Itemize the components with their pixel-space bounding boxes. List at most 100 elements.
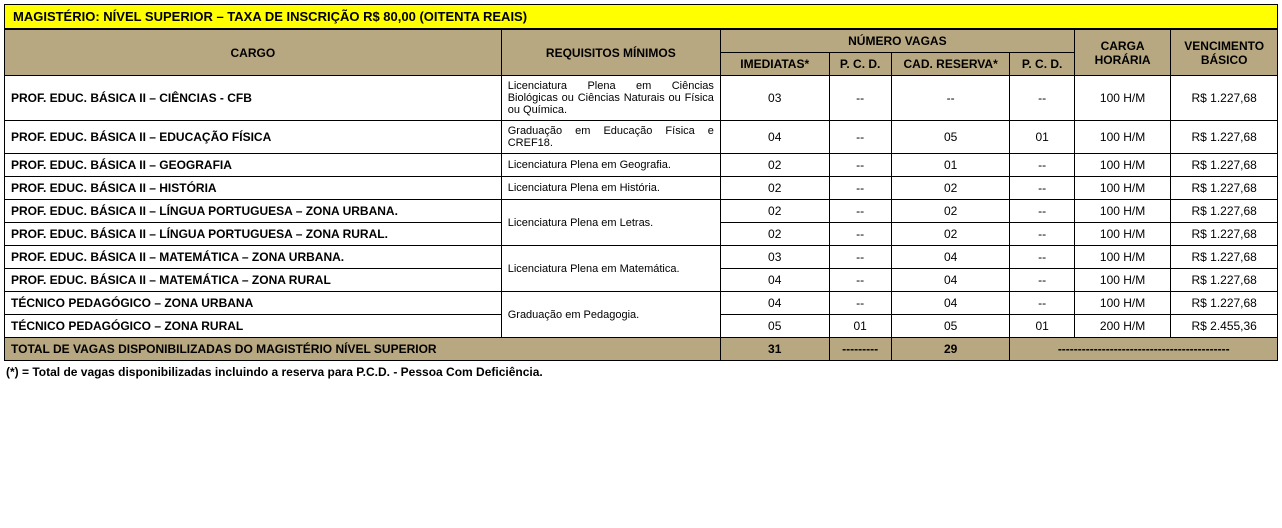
th-imediatas: IMEDIATAS* xyxy=(720,53,829,76)
banner-title: MAGISTÉRIO: NÍVEL SUPERIOR – TAXA DE INS… xyxy=(4,4,1278,29)
cell-vb: R$ 1.227,68 xyxy=(1171,269,1278,292)
cell-imed: 04 xyxy=(720,121,829,154)
cell-vb: R$ 1.227,68 xyxy=(1171,292,1278,315)
cell-cargo: TÉCNICO PEDAGÓGICO – ZONA URBANA xyxy=(5,292,502,315)
cell-pcd2: -- xyxy=(1010,246,1074,269)
cell-cargo: PROF. EDUC. BÁSICA II – LÍNGUA PORTUGUES… xyxy=(5,223,502,246)
th-pcd2: P. C. D. xyxy=(1010,53,1074,76)
cell-requisitos: Licenciatura Plena em História. xyxy=(501,177,720,200)
vagas-table: CARGO REQUISITOS MÍNIMOS NÚMERO VAGAS CA… xyxy=(4,29,1278,361)
cell-imed: 05 xyxy=(720,315,829,338)
cell-total-rest: ----------------------------------------… xyxy=(1010,338,1278,361)
cell-pcd1: -- xyxy=(829,121,891,154)
table-row: PROF. EDUC. BÁSICA II – CIÊNCIAS - CFBLi… xyxy=(5,76,1278,121)
cell-pcd1: -- xyxy=(829,246,891,269)
cell-pcd2: 01 xyxy=(1010,121,1074,154)
cell-ch: 200 H/M xyxy=(1074,315,1171,338)
cell-cad: 04 xyxy=(891,246,1010,269)
cell-pcd1: -- xyxy=(829,223,891,246)
cell-cargo: PROF. EDUC. BÁSICA II – HISTÓRIA xyxy=(5,177,502,200)
cell-requisitos: Graduação em Pedagogia. xyxy=(501,292,720,338)
cell-pcd2: -- xyxy=(1010,292,1074,315)
cell-cad: -- xyxy=(891,76,1010,121)
cell-vb: R$ 1.227,68 xyxy=(1171,121,1278,154)
cell-pcd2: -- xyxy=(1010,154,1074,177)
th-vencimento: VENCIMENTO BÁSICO xyxy=(1171,30,1278,76)
cell-cad: 04 xyxy=(891,269,1010,292)
cell-imed: 03 xyxy=(720,76,829,121)
cell-pcd2: -- xyxy=(1010,223,1074,246)
cell-vb: R$ 1.227,68 xyxy=(1171,246,1278,269)
cell-total-label: TOTAL DE VAGAS DISPONIBILIZADAS DO MAGIS… xyxy=(5,338,721,361)
cell-pcd2: 01 xyxy=(1010,315,1074,338)
cell-vb: R$ 2.455,36 xyxy=(1171,315,1278,338)
cell-pcd1: -- xyxy=(829,177,891,200)
th-pcd1: P. C. D. xyxy=(829,53,891,76)
cell-vb: R$ 1.227,68 xyxy=(1171,76,1278,121)
cell-imed: 02 xyxy=(720,177,829,200)
cell-pcd1: -- xyxy=(829,154,891,177)
cell-pcd2: -- xyxy=(1010,76,1074,121)
cell-imed: 02 xyxy=(720,200,829,223)
table-row: PROF. EDUC. BÁSICA II – GEOGRAFIALicenci… xyxy=(5,154,1278,177)
cell-pcd1: -- xyxy=(829,76,891,121)
cell-cargo: PROF. EDUC. BÁSICA II – GEOGRAFIA xyxy=(5,154,502,177)
th-cad-reserva: CAD. RESERVA* xyxy=(891,53,1010,76)
cell-ch: 100 H/M xyxy=(1074,177,1171,200)
cell-requisitos: Licenciatura Plena em Letras. xyxy=(501,200,720,246)
table-row: PROF. EDUC. BÁSICA II – EDUCAÇÃO FÍSICAG… xyxy=(5,121,1278,154)
cell-ch: 100 H/M xyxy=(1074,154,1171,177)
cell-cad: 01 xyxy=(891,154,1010,177)
footnote: (*) = Total de vagas disponibilizadas in… xyxy=(4,361,1278,383)
cell-vb: R$ 1.227,68 xyxy=(1171,177,1278,200)
cell-vb: R$ 1.227,68 xyxy=(1171,154,1278,177)
cell-cargo: PROF. EDUC. BÁSICA II – LÍNGUA PORTUGUES… xyxy=(5,200,502,223)
th-cargo: CARGO xyxy=(5,30,502,76)
cell-cargo: TÉCNICO PEDAGÓGICO – ZONA RURAL xyxy=(5,315,502,338)
cell-total-pcd1: --------- xyxy=(829,338,891,361)
cell-vb: R$ 1.227,68 xyxy=(1171,200,1278,223)
cell-requisitos: Licenciatura Plena em Geografia. xyxy=(501,154,720,177)
table-row: PROF. EDUC. BÁSICA II – MATEMÁTICA – ZON… xyxy=(5,246,1278,269)
cell-ch: 100 H/M xyxy=(1074,76,1171,121)
cell-cad: 04 xyxy=(891,292,1010,315)
cell-pcd1: -- xyxy=(829,269,891,292)
th-carga-horaria: CARGA HORÁRIA xyxy=(1074,30,1171,76)
table-row: PROF. EDUC. BÁSICA II – HISTÓRIALicencia… xyxy=(5,177,1278,200)
table-row: PROF. EDUC. BÁSICA II – LÍNGUA PORTUGUES… xyxy=(5,200,1278,223)
cell-total-imed: 31 xyxy=(720,338,829,361)
cell-pcd1: -- xyxy=(829,292,891,315)
cell-ch: 100 H/M xyxy=(1074,246,1171,269)
cell-cad: 05 xyxy=(891,121,1010,154)
cell-cargo: PROF. EDUC. BÁSICA II – MATEMÁTICA – ZON… xyxy=(5,246,502,269)
cell-pcd2: -- xyxy=(1010,177,1074,200)
cell-pcd2: -- xyxy=(1010,269,1074,292)
cell-cad: 02 xyxy=(891,200,1010,223)
cell-total-cad: 29 xyxy=(891,338,1010,361)
cell-cad: 02 xyxy=(891,223,1010,246)
cell-imed: 02 xyxy=(720,223,829,246)
cell-pcd1: -- xyxy=(829,200,891,223)
cell-cad: 05 xyxy=(891,315,1010,338)
cell-ch: 100 H/M xyxy=(1074,200,1171,223)
cell-cargo: PROF. EDUC. BÁSICA II – EDUCAÇÃO FÍSICA xyxy=(5,121,502,154)
cell-requisitos: Licenciatura Plena em Ciências Biológica… xyxy=(501,76,720,121)
th-requisitos: REQUISITOS MÍNIMOS xyxy=(501,30,720,76)
cell-ch: 100 H/M xyxy=(1074,269,1171,292)
cell-requisitos: Licenciatura Plena em Matemática. xyxy=(501,246,720,292)
table-row: TÉCNICO PEDAGÓGICO – ZONA URBANAGraduaçã… xyxy=(5,292,1278,315)
cell-ch: 100 H/M xyxy=(1074,292,1171,315)
th-numero-vagas: NÚMERO VAGAS xyxy=(720,30,1074,53)
cell-imed: 03 xyxy=(720,246,829,269)
cell-imed: 04 xyxy=(720,269,829,292)
cell-cargo: PROF. EDUC. BÁSICA II – CIÊNCIAS - CFB xyxy=(5,76,502,121)
table-row-total: TOTAL DE VAGAS DISPONIBILIZADAS DO MAGIS… xyxy=(5,338,1278,361)
cell-requisitos: Graduação em Educação Física e CREF18. xyxy=(501,121,720,154)
cell-cargo: PROF. EDUC. BÁSICA II – MATEMÁTICA – ZON… xyxy=(5,269,502,292)
cell-ch: 100 H/M xyxy=(1074,223,1171,246)
cell-pcd1: 01 xyxy=(829,315,891,338)
cell-ch: 100 H/M xyxy=(1074,121,1171,154)
cell-imed: 04 xyxy=(720,292,829,315)
cell-vb: R$ 1.227,68 xyxy=(1171,223,1278,246)
cell-cad: 02 xyxy=(891,177,1010,200)
